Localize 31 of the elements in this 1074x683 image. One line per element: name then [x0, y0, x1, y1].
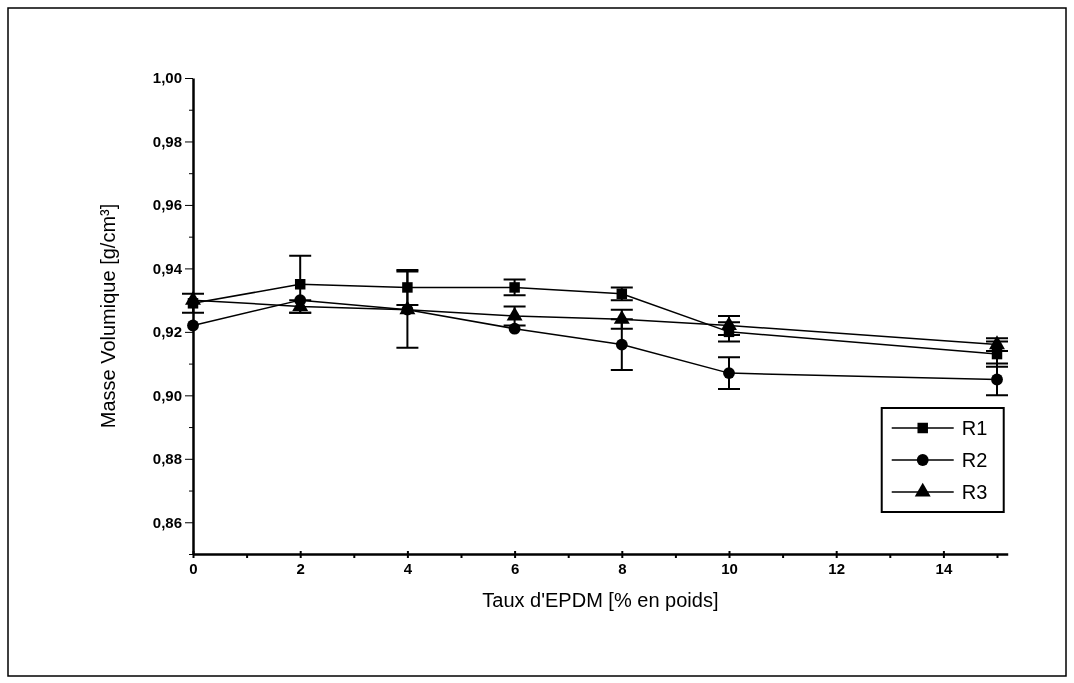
y-tick-label: 0,88: [152, 450, 182, 468]
x-tick-label: 8: [618, 559, 627, 577]
x-tick-label: 6: [510, 559, 520, 577]
x-tick-label: 14: [935, 559, 953, 577]
point: [294, 279, 306, 290]
point: [991, 373, 1003, 386]
point: [402, 282, 413, 293]
x-axis-title: Taux d'EPDM [% en poids]: [482, 589, 719, 611]
y-tick-label: 0,90: [152, 386, 182, 404]
legend-label: R3: [961, 481, 988, 503]
x-tick-label: 0: [189, 559, 198, 577]
point: [509, 282, 520, 293]
y-tick-label: 0,86: [152, 513, 182, 531]
point: [723, 367, 735, 380]
y-tick-label: 0,96: [152, 196, 182, 214]
point: [721, 316, 737, 331]
legend-label: R1: [961, 417, 988, 439]
point: [616, 288, 628, 300]
y-tick-label: 0,98: [152, 132, 182, 150]
y-tick-label: 0,92: [152, 323, 182, 341]
x-tick-label: 4: [403, 559, 413, 577]
legend-label: R2: [961, 449, 988, 471]
point: [187, 319, 199, 332]
y-tick-label: 0,94: [152, 259, 183, 277]
point: [615, 338, 628, 351]
y-tick-label: 1,00: [152, 69, 182, 87]
x-tick-label: 10: [721, 559, 738, 577]
x-tick-label: 12: [828, 559, 846, 577]
y-axis-title: Masse Volumique [g/cm³]: [97, 203, 119, 429]
x-tick-label: 2: [296, 559, 305, 577]
point: [989, 335, 1005, 350]
